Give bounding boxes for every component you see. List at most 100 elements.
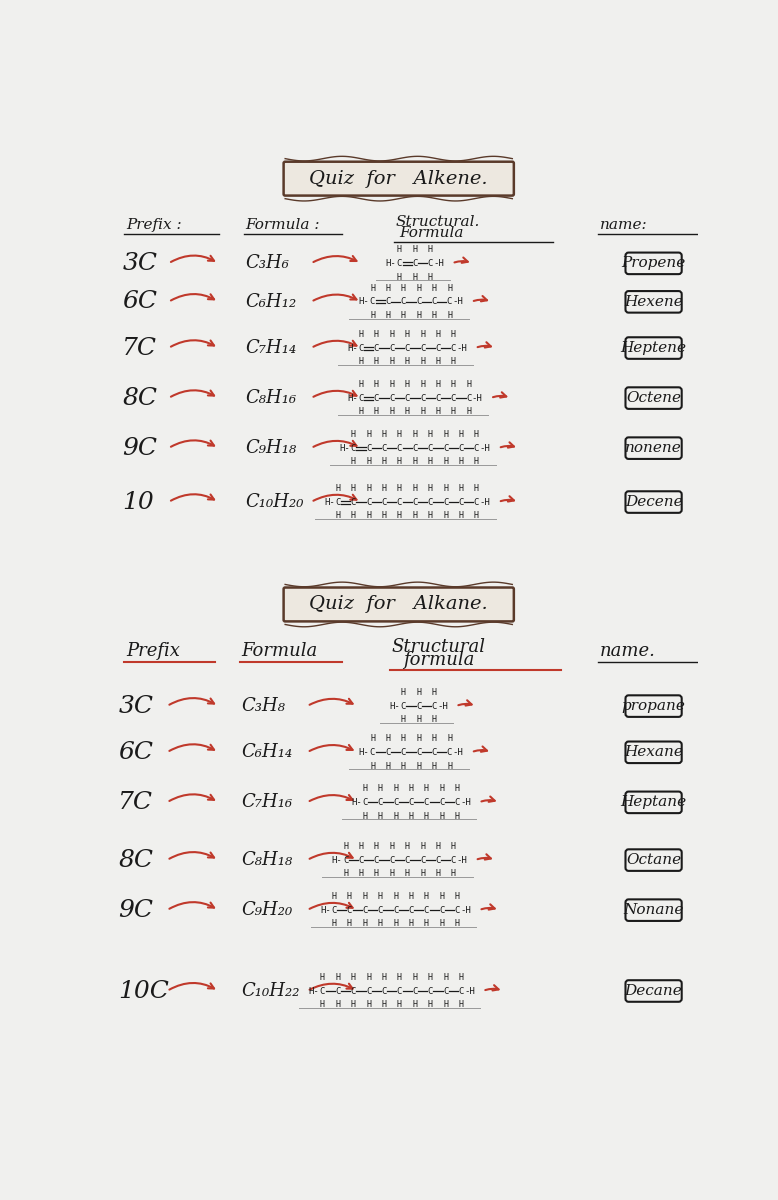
Text: H: H [385,762,391,770]
Text: H: H [443,457,448,467]
Text: Decane: Decane [625,984,682,998]
Text: C: C [351,498,356,506]
Text: C: C [420,856,426,864]
Text: H: H [401,283,406,293]
Text: H: H [428,245,433,254]
Text: C: C [428,498,433,506]
Text: Formula: Formula [242,642,318,660]
Text: C: C [405,343,410,353]
Text: C: C [474,498,479,506]
Text: H-: H- [324,498,335,506]
Text: C: C [397,986,402,996]
Text: H: H [428,430,433,439]
Text: H: H [408,892,414,901]
Text: H: H [455,811,460,821]
Text: H: H [351,1001,356,1009]
Text: C: C [428,986,433,996]
Text: Quiz  for   Alkene.: Quiz for Alkene. [310,169,488,187]
Text: 6C: 6C [122,290,157,313]
Text: Octane: Octane [626,853,682,868]
Text: C: C [454,906,460,914]
Text: C: C [420,394,426,403]
Text: H: H [393,919,398,929]
Text: C: C [412,444,418,452]
Text: C: C [397,444,402,452]
Text: H: H [443,1001,448,1009]
Text: 7C: 7C [118,791,153,814]
Text: H: H [447,762,452,770]
Text: H: H [320,1001,325,1009]
Text: C: C [401,298,406,306]
Text: -H: -H [464,986,475,996]
Text: C: C [412,986,418,996]
Text: Hexane: Hexane [624,745,683,760]
Text: H: H [393,892,398,901]
Text: C: C [381,498,387,506]
Text: Propene: Propene [622,257,685,270]
Text: 9C: 9C [118,899,153,922]
Text: C: C [370,298,375,306]
Text: C: C [335,498,341,506]
Text: -H: -H [461,906,471,914]
Text: H: H [408,784,414,793]
Text: H: H [416,283,421,293]
Text: 9C: 9C [122,437,157,460]
Text: H: H [420,842,425,851]
Text: C: C [331,906,337,914]
Text: 10C: 10C [118,979,170,1002]
Text: C: C [347,906,352,914]
Text: C: C [466,394,471,403]
Text: H-: H- [386,259,397,268]
Text: H: H [401,688,406,697]
Text: C: C [416,748,422,757]
Text: H: H [420,380,425,389]
Text: H: H [389,330,394,338]
Text: H: H [428,272,433,282]
Text: H: H [351,430,356,439]
Text: H: H [397,484,402,493]
Text: H: H [370,311,375,320]
Text: H-: H- [347,343,358,353]
Text: name:: name: [600,218,647,232]
Text: H: H [370,762,375,770]
Text: H: H [416,762,421,770]
Text: H: H [381,511,387,521]
Text: H: H [351,973,356,982]
Text: H: H [432,688,436,697]
Text: H: H [347,892,352,901]
Text: H: H [397,457,402,467]
Text: H: H [359,330,363,338]
FancyBboxPatch shape [284,162,513,196]
Text: H: H [389,407,394,416]
Text: C: C [439,906,444,914]
Text: H: H [366,484,371,493]
Text: H: H [389,842,394,851]
Text: C: C [424,906,429,914]
Text: H: H [366,511,371,521]
Text: -H: -H [453,298,464,306]
Text: H: H [436,869,440,878]
Text: H: H [458,1001,464,1009]
Text: H: H [451,358,456,366]
Text: C: C [393,798,398,806]
Text: 3C: 3C [122,252,157,275]
Text: Heptane: Heptane [621,796,687,809]
Text: H: H [385,283,391,293]
Text: H: H [458,457,464,467]
Text: H: H [424,919,429,929]
Text: H: H [366,973,371,982]
Text: C: C [416,298,422,306]
Text: H: H [331,892,337,901]
Text: H: H [405,330,410,338]
Text: H: H [374,358,379,366]
Text: H: H [366,430,371,439]
Text: C: C [351,444,356,452]
Text: H: H [389,869,394,878]
Text: H: H [416,688,421,697]
Text: H: H [412,272,417,282]
Text: C: C [436,856,440,864]
Text: H: H [420,330,425,338]
Text: -H: -H [453,748,464,757]
Text: -H: -H [479,498,490,506]
Text: Prefix :: Prefix : [126,218,182,232]
